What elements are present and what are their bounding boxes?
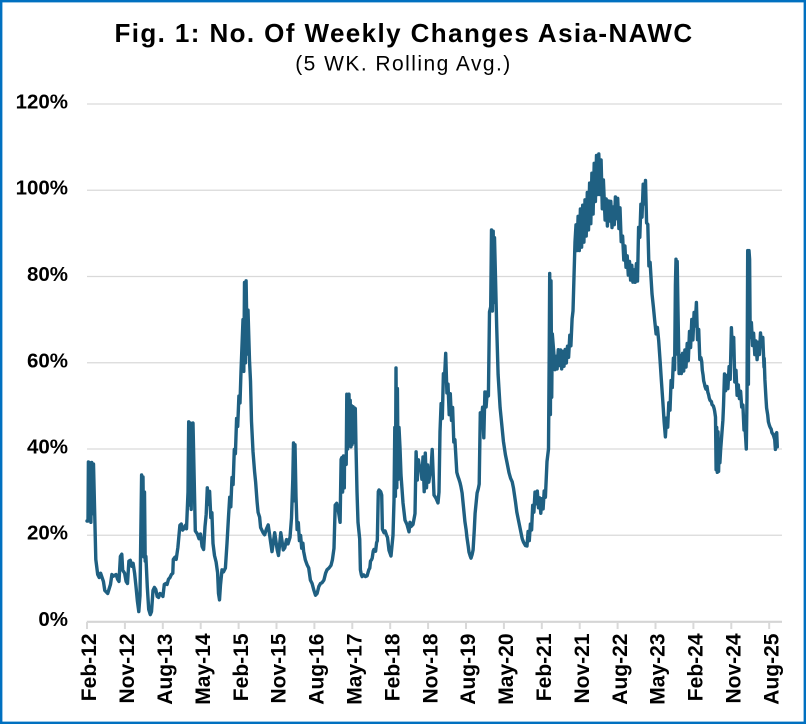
svg-text:Aug-25: Aug-25 (760, 633, 783, 704)
svg-text:Aug-19: Aug-19 (457, 634, 480, 705)
svg-text:Feb-15: Feb-15 (230, 633, 253, 701)
svg-text:Aug-13: Aug-13 (154, 634, 177, 705)
svg-text:Nov-24: Nov-24 (723, 633, 746, 703)
svg-text:60%: 60% (27, 349, 68, 372)
svg-text:0%: 0% (38, 608, 68, 631)
svg-text:Feb-24: Feb-24 (685, 633, 708, 701)
svg-text:Feb-21: Feb-21 (533, 633, 556, 701)
svg-text:Aug-16: Aug-16 (306, 634, 329, 705)
svg-text:100%: 100% (16, 177, 68, 200)
svg-text:Nov-12: Nov-12 (116, 634, 139, 704)
svg-text:Nov-21: Nov-21 (571, 633, 594, 703)
svg-text:Nov-15: Nov-15 (268, 633, 291, 703)
svg-text:May-20: May-20 (495, 634, 518, 705)
svg-text:Feb-12: Feb-12 (78, 634, 101, 702)
svg-text:Fig. 1: No. Of Weekly Changes: Fig. 1: No. Of Weekly Changes Asia-NAWC (114, 18, 693, 48)
svg-text:120%: 120% (16, 91, 68, 114)
svg-text:40%: 40% (27, 436, 68, 459)
svg-text:May-17: May-17 (344, 634, 367, 705)
svg-text:May-23: May-23 (647, 634, 670, 705)
svg-text:May-14: May-14 (192, 633, 215, 705)
svg-text:Nov-18: Nov-18 (419, 633, 442, 703)
svg-text:(5 WK. Rolling Avg.): (5 WK. Rolling Avg.) (295, 53, 512, 76)
svg-text:80%: 80% (27, 263, 68, 286)
svg-text:Feb-18: Feb-18 (381, 633, 404, 701)
svg-text:20%: 20% (27, 522, 68, 545)
svg-text:Aug-22: Aug-22 (609, 634, 632, 705)
